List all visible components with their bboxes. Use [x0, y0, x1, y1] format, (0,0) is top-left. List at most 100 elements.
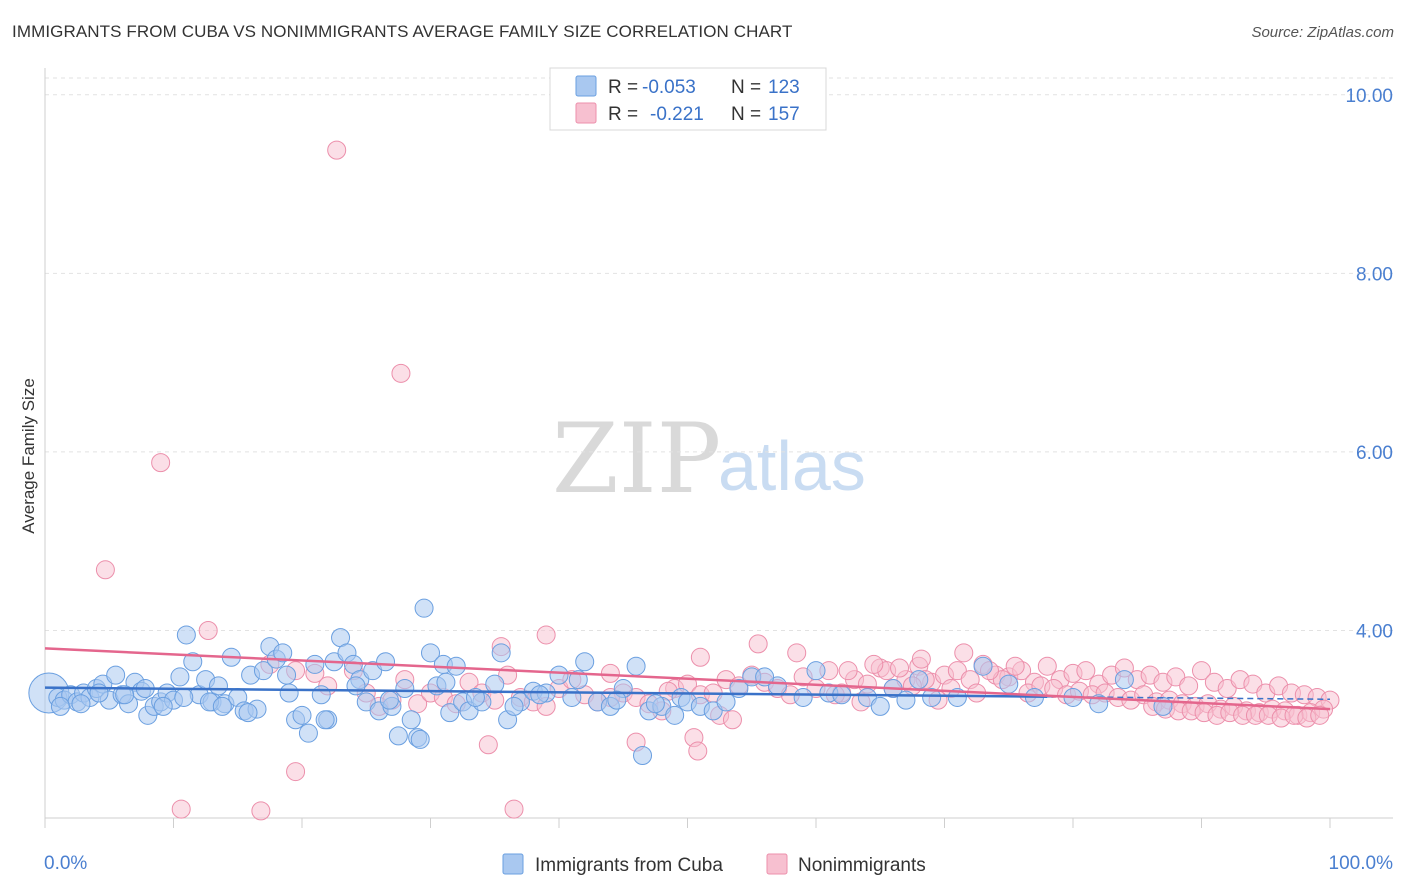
cuba-trend-line-extension	[1047, 695, 1331, 700]
cuba-point-42	[311, 685, 331, 705]
cuba-point-124	[436, 672, 456, 692]
cuba-point-114	[153, 696, 173, 716]
cuba-point-63	[446, 656, 466, 676]
y-axis-label: Average Family Size	[19, 378, 38, 534]
cuba-point-62	[440, 703, 460, 723]
cuba-point-39	[292, 705, 312, 725]
legend-r-value-cuba: -0.053	[642, 77, 696, 98]
cuba-point-41	[305, 654, 325, 674]
legend-swatch-cuba	[575, 75, 597, 97]
nonimmigrant-point-75	[1192, 661, 1211, 681]
nonimmigrant-point-123	[1310, 705, 1330, 725]
cuba-point-130	[645, 694, 665, 714]
y-tick-label-0: 4.00	[1356, 622, 1393, 643]
nonimmigrant-point-137	[690, 647, 710, 667]
nonimmigrant-point-1	[391, 363, 411, 383]
nonimmigrant-point-63	[1037, 656, 1057, 676]
nonimmigrant-point-2	[151, 453, 171, 473]
cuba-point-128	[568, 670, 588, 690]
cuba-point-111	[89, 683, 109, 703]
cuba-point-110	[71, 694, 91, 714]
bottom-legend-swatch-nonimmigrants	[766, 853, 788, 875]
cuba-point-56	[401, 710, 421, 730]
cuba-point-102	[973, 656, 993, 676]
watermark-atlas: atlas	[718, 427, 866, 505]
cuba-point-101	[947, 687, 967, 707]
nonimmigrant-point-155	[504, 799, 524, 819]
cuba-point-117	[212, 696, 232, 716]
cuba-point-75	[575, 652, 595, 672]
cuba-points	[28, 598, 1173, 765]
cuba-point-109	[50, 696, 70, 716]
y-tick-label-1: 6.00	[1356, 443, 1393, 464]
y-tick-labels: 4.00 6.00 8.00 10.00	[1345, 86, 1393, 643]
cuba-point-120	[315, 710, 335, 730]
cuba-point-100	[922, 687, 942, 707]
nonimmigrant-point-130	[688, 741, 708, 761]
legend-n-label-nonimmigrants: N =	[731, 104, 761, 125]
cuba-point-40	[298, 723, 318, 743]
y-tick-label-2: 8.00	[1356, 264, 1393, 285]
cuba-point-58	[414, 598, 434, 618]
nonimmigrant-point-126	[286, 762, 306, 782]
legend-r-value-nonimmigrants: -0.221	[650, 104, 704, 125]
legend-r-label-nonimmigrants: R =	[608, 104, 638, 125]
nonimmigrant-point-14	[408, 694, 428, 714]
watermark-zip: ZIP	[552, 403, 721, 515]
cuba-point-91	[793, 687, 813, 707]
cuba-point-126	[504, 696, 524, 716]
nonimmigrant-point-153	[864, 654, 884, 674]
legend-swatch-nonimmigrants	[575, 102, 597, 124]
cuba-point-131	[716, 692, 736, 712]
cuba-point-112	[115, 685, 135, 705]
cuba-point-21	[176, 625, 196, 645]
nonimmigrant-point-74	[1179, 676, 1199, 696]
x-tick-label-max: 100.0%	[1329, 853, 1394, 874]
nonimmigrant-point-134	[536, 625, 556, 645]
bottom-legend-label-cuba: Immigrants from Cuba	[535, 855, 723, 876]
legend-top: R = -0.053 N = 123 R = -0.221 N = 157	[549, 67, 827, 131]
cuba-point-79	[626, 656, 646, 676]
cuba-point-129	[607, 690, 627, 710]
nonimmigrant-point-132	[722, 710, 742, 730]
nonimmigrants-trend-line	[44, 647, 1331, 711]
cuba-point-115	[174, 687, 194, 707]
cuba-point-99	[909, 670, 929, 690]
nonimmigrant-point-4	[198, 621, 218, 640]
nonimmigrant-point-127	[478, 735, 498, 755]
gridlines	[45, 77, 1393, 631]
cuba-point-52	[376, 652, 396, 672]
cuba-point-55	[395, 679, 415, 699]
y-tick-label-3: 10.00	[1345, 86, 1393, 107]
cuba-point-33	[253, 661, 273, 681]
cuba-point-119	[277, 665, 297, 685]
cuba-point-122	[379, 690, 399, 710]
cuba-point-73	[549, 665, 569, 685]
nonimmigrant-point-138	[748, 634, 768, 654]
cuba-point-59	[421, 643, 440, 663]
cuba-point-36	[273, 643, 293, 663]
cuba-point-37	[279, 683, 299, 703]
nonimmigrant-point-156	[911, 649, 931, 669]
x-tick-label-min: 0.0%	[44, 853, 87, 874]
cuba-point-22	[183, 652, 203, 672]
source-credit: Source: ZipAtlas.com	[1251, 24, 1394, 41]
cuba-point-107	[1114, 670, 1134, 690]
nonimmigrant-point-3	[95, 560, 115, 580]
legend-n-value-cuba: 123	[768, 77, 800, 98]
nonimmigrant-point-125	[251, 801, 271, 821]
cuba-point-125	[465, 687, 485, 707]
legend-r-label-cuba: R =	[608, 77, 638, 98]
trend-lines	[44, 647, 1331, 711]
nonimmigrant-point-150	[954, 643, 974, 663]
nonimmigrant-point-124	[171, 799, 191, 819]
nonimmigrant-point-0	[327, 140, 347, 160]
chart-title: IMMIGRANTS FROM CUBA VS NONIMMIGRANTS AV…	[12, 22, 793, 41]
nonimmigrant-point-66	[1076, 661, 1096, 681]
bottom-legend-swatch-cuba	[502, 853, 524, 875]
legend-n-label-cuba: N =	[731, 77, 761, 98]
nonimmigrant-point-140	[838, 661, 858, 681]
cuba-point-98	[896, 690, 916, 710]
cuba-point-67	[485, 674, 505, 694]
